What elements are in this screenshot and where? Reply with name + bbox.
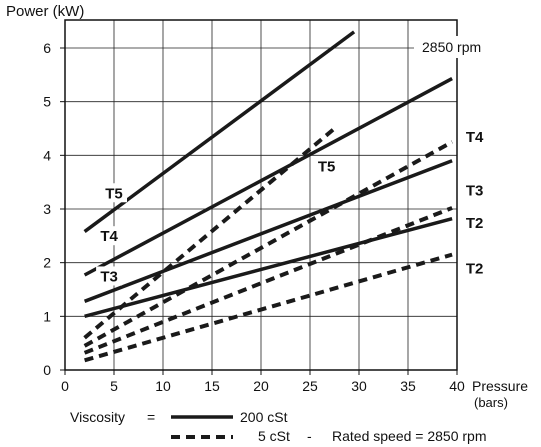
series-label-bg-5 [461,180,488,200]
legend-title: Viscosity [70,409,125,425]
y-axis-title: Power (kW) [6,3,84,20]
x-tick-label-7: 35 [400,378,416,394]
series-label-t4-4: T4 [466,129,484,146]
y-tick-label-0: 0 [43,362,51,378]
series-label-t5-0: T5 [105,185,123,202]
series-label-bg-1 [96,226,123,246]
x-tick-label-3: 15 [204,378,220,394]
y-tick-label-3: 3 [43,201,51,217]
y-tick-label-5: 5 [43,94,51,110]
series-label-t3-5: T3 [466,183,484,200]
series-lines [83,30,454,363]
series-label-t3-2: T3 [100,268,118,285]
legend-equals: = [147,409,155,425]
series-line-solid-t2 [84,216,453,319]
series-line-dashed-t5 [83,126,336,340]
series-label-t2-6: T2 [466,215,484,232]
series-line-dashed-t3 [83,206,453,355]
x-axis-unit: (bars) [474,395,508,410]
legend-separator: - [307,428,312,444]
series-label-bg-2 [96,266,123,286]
series-label-t4-1: T4 [100,228,118,245]
legend-note: Rated speed = 2850 rpm [332,428,487,444]
y-tick-label-2: 2 [43,255,51,271]
legend-dashed-label: 5 cSt [258,428,290,444]
series-line-solid-t5 [83,30,356,233]
legend-solid-label: 200 cSt [240,409,288,425]
series-labels: T5 T4 T3 T5 T4 T3 T2 T2 [96,126,488,286]
x-tick-label-4: 20 [253,378,269,394]
y-tick-label-1: 1 [43,308,51,324]
y-tick-label-4: 4 [43,147,51,163]
annotation-background [414,36,500,58]
x-tick-label-8: 40 [449,378,465,394]
series-label-t5-3: T5 [318,158,336,175]
series-label-bg-3 [313,156,340,176]
x-tick-label-5: 25 [302,378,318,394]
x-tick-label-1: 5 [110,378,118,394]
series-line-dashed-t2 [84,252,453,363]
axes [60,19,458,375]
series-label-t2-7: T2 [466,260,484,277]
series-line-solid-t3 [83,159,453,303]
series-line-dashed-t4 [83,140,454,348]
x-tick-label-0: 0 [61,378,69,394]
series-label-bg-7 [461,258,488,278]
series-line-solid-t4 [83,77,453,277]
x-tick-label-2: 10 [155,378,171,394]
series-label-bg-6 [461,212,488,232]
x-axis-title: Pressure [472,378,528,394]
series-label-bg-0 [101,183,127,203]
tick-labels: 0 5 10 15 20 25 30 35 40 0 1 2 3 4 5 6 [43,40,465,394]
y-tick-label-6: 6 [43,40,51,56]
rpm-annotation: 2850 rpm [422,39,481,55]
series-label-bg-4 [461,126,488,146]
x-tick-label-6: 30 [351,378,367,394]
